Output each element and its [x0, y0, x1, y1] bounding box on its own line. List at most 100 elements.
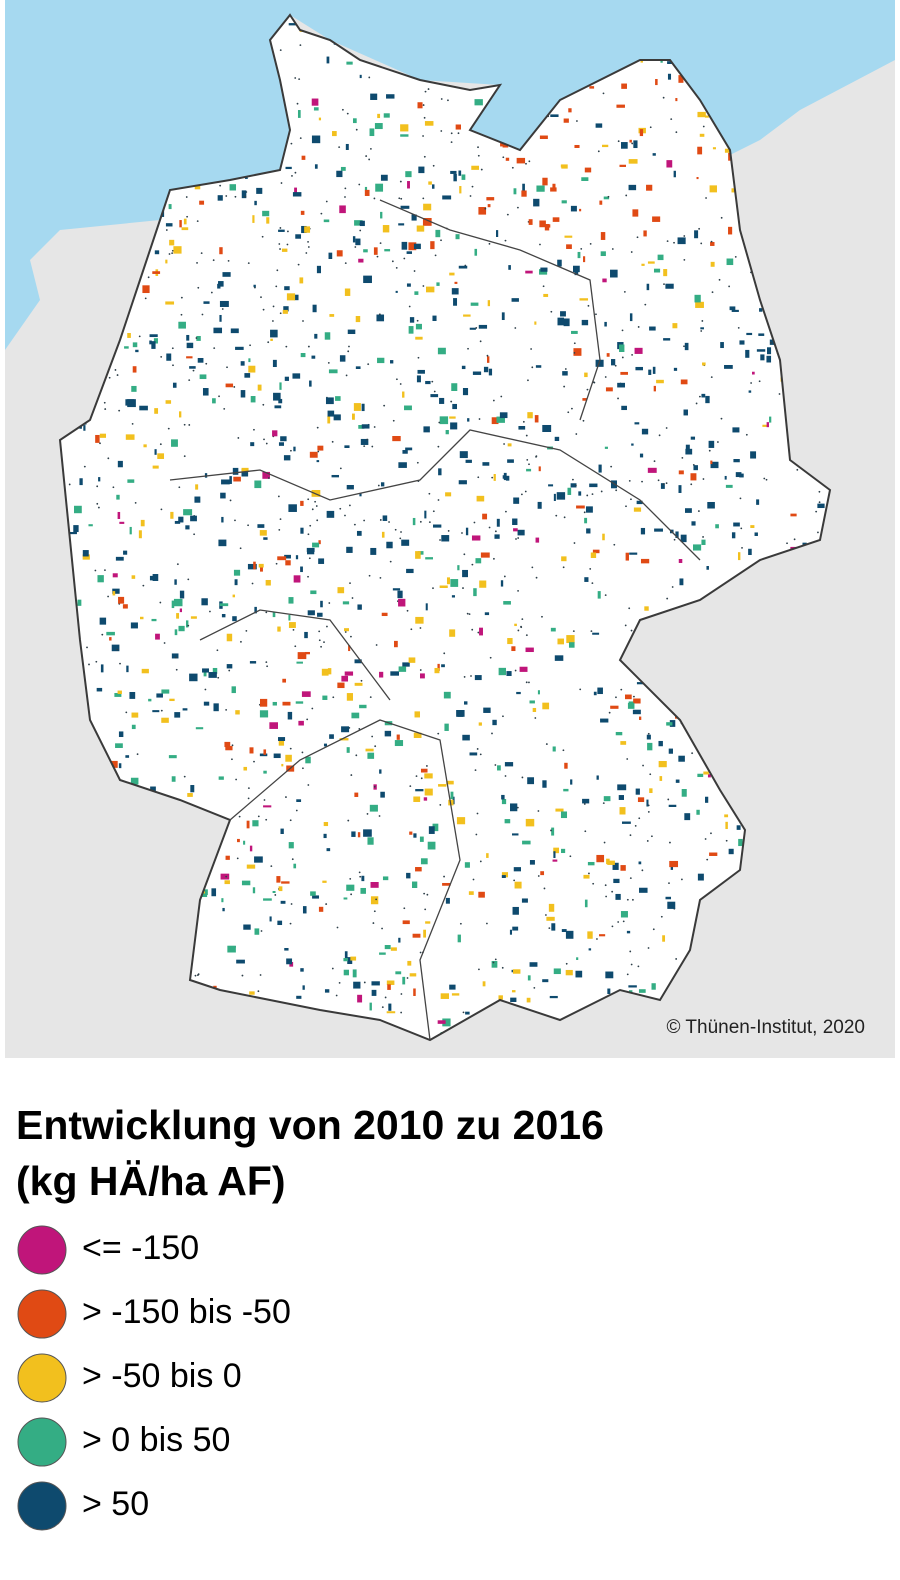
map-patch	[496, 416, 505, 423]
map-patch	[548, 903, 555, 912]
map-patch	[678, 558, 683, 563]
map-patch	[604, 321, 607, 327]
map-speck	[307, 246, 310, 248]
map-speck	[737, 326, 740, 329]
map-speck	[192, 369, 195, 372]
map-patch	[272, 611, 276, 618]
map-patch	[557, 317, 565, 326]
map-patch	[440, 993, 450, 999]
map-patch	[221, 613, 226, 618]
map-speck	[700, 330, 703, 332]
map-patch	[229, 476, 232, 484]
map-patch	[186, 620, 189, 628]
map-patch	[450, 579, 459, 587]
map-speck	[476, 812, 479, 815]
map-patch	[633, 140, 638, 149]
map-speck	[717, 441, 719, 443]
map-patch	[196, 335, 201, 341]
map-patch	[445, 492, 452, 497]
map-patch	[478, 324, 488, 329]
map-speck	[381, 927, 383, 930]
map-speck	[535, 455, 538, 458]
map-speck	[291, 858, 294, 861]
map-speck	[467, 347, 469, 350]
map-speck	[422, 104, 425, 106]
map-patch	[344, 951, 348, 959]
map-speck	[572, 630, 575, 633]
map-patch	[509, 929, 513, 935]
map-speck	[399, 537, 402, 540]
map-speck	[602, 802, 605, 805]
map-patch	[417, 102, 423, 109]
map-speck	[196, 262, 198, 264]
map-patch	[621, 83, 627, 89]
map-speck	[728, 285, 731, 288]
map-speck	[371, 735, 374, 738]
map-speck	[530, 348, 533, 350]
map-patch	[346, 61, 353, 65]
map-patch	[510, 803, 518, 812]
map-patch	[171, 776, 176, 782]
map-speck	[292, 628, 295, 631]
map-patch	[241, 468, 249, 477]
map-patch	[644, 606, 649, 611]
map-speck	[492, 399, 495, 402]
map-speck	[531, 366, 534, 369]
map-patch	[648, 369, 652, 375]
map-patch	[246, 820, 250, 829]
map-patch	[474, 675, 482, 681]
map-patch	[316, 460, 320, 463]
map-patch	[412, 933, 421, 938]
map-patch	[236, 959, 245, 964]
map-speck	[514, 327, 517, 329]
map-patch	[561, 556, 567, 562]
map-patch	[715, 524, 719, 529]
map-patch	[335, 396, 341, 401]
map-patch	[149, 334, 158, 338]
map-speck	[285, 345, 288, 348]
map-patch	[577, 251, 581, 259]
map-patch	[292, 373, 301, 379]
map-speck	[621, 356, 624, 359]
map-speck	[231, 744, 234, 747]
map-speck	[652, 928, 655, 931]
map-patch	[561, 200, 567, 204]
map-speck	[112, 486, 115, 489]
map-patch	[229, 184, 237, 191]
map-speck	[653, 460, 656, 463]
map-patch	[278, 740, 285, 746]
map-patch	[610, 269, 618, 278]
map-patch	[234, 579, 238, 586]
map-patch	[398, 223, 405, 226]
map-speck	[195, 337, 198, 339]
map-patch	[615, 731, 623, 736]
map-speck	[493, 557, 495, 560]
map-patch	[483, 707, 491, 713]
map-speck	[234, 195, 237, 198]
map-speck	[491, 476, 494, 479]
map-speck	[353, 523, 356, 526]
map-speck	[315, 505, 318, 507]
map-patch	[259, 753, 268, 757]
map-speck	[180, 296, 183, 299]
map-patch	[381, 612, 388, 617]
map-patch	[583, 874, 590, 879]
map-patch	[394, 740, 404, 747]
map-patch	[610, 705, 619, 709]
map-speck	[395, 266, 398, 269]
map-patch	[394, 640, 398, 648]
map-patch	[250, 442, 255, 447]
map-speck	[450, 132, 453, 135]
map-speck	[573, 352, 576, 354]
map-patch	[195, 727, 204, 730]
map-speck	[521, 618, 524, 621]
map-patch	[263, 537, 268, 540]
map-patch	[450, 791, 454, 800]
map-patch	[359, 704, 367, 709]
map-speck	[477, 631, 480, 634]
map-patch	[252, 820, 259, 827]
map-speck	[647, 732, 650, 735]
map-patch	[359, 220, 365, 227]
map-patch	[373, 247, 378, 255]
map-patch	[313, 107, 319, 111]
